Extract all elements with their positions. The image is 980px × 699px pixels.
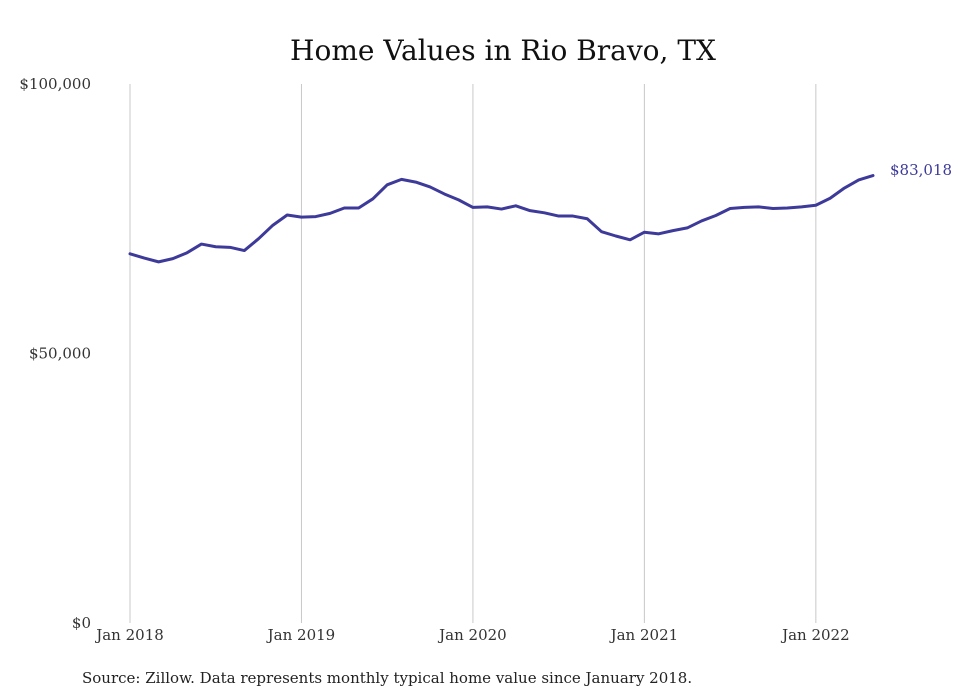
x-tick-label: Jan 2019 — [266, 626, 336, 644]
y-tick-label: $100,000 — [19, 75, 91, 93]
home-value-line — [128, 174, 875, 264]
x-tick-label: Jan 2022 — [780, 626, 850, 644]
end-value-label: $83,018 — [890, 161, 952, 179]
chart-title: Home Values in Rio Bravo, TX — [290, 34, 716, 67]
source-note: Source: Zillow. Data represents monthly … — [82, 669, 692, 687]
x-tick-label: Jan 2021 — [609, 626, 679, 644]
y-tick-label: $50,000 — [29, 345, 91, 363]
y-tick-label: $0 — [72, 614, 91, 632]
gridlines — [129, 84, 817, 623]
series-layer — [128, 174, 875, 264]
y-axis-ticks: $0 $50,000 $100,000 — [19, 75, 91, 632]
x-tick-label: Jan 2020 — [437, 626, 507, 644]
x-axis-ticks: Jan 2018 Jan 2019 Jan 2020 Jan 2021 Jan 2022 — [94, 626, 849, 644]
x-tick-label: Jan 2018 — [94, 626, 164, 644]
